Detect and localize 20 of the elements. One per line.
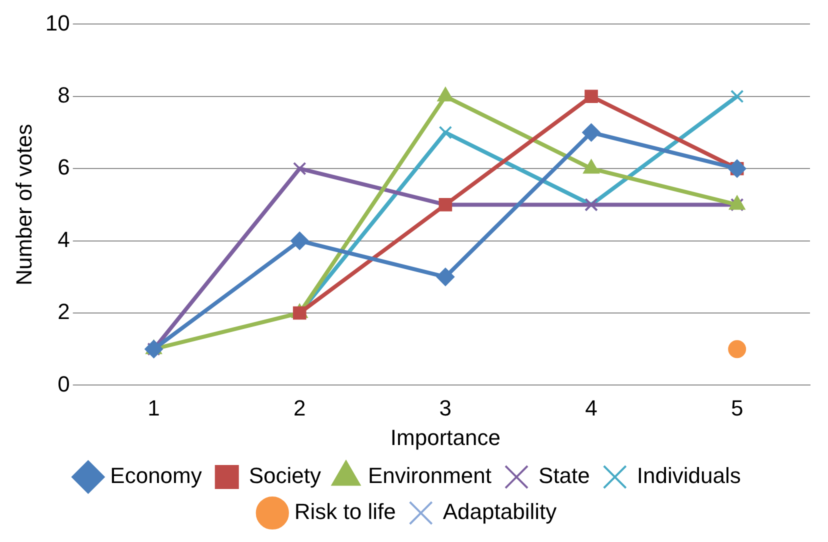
legend-label: Adaptability: [442, 499, 557, 524]
x-tick-label: 2: [293, 395, 306, 420]
y-tick-label: 8: [58, 82, 70, 108]
y-tick-label: 2: [58, 299, 70, 324]
legend-label: Individuals: [636, 463, 741, 488]
legend-label: Society: [248, 463, 322, 488]
legend-label: State: [538, 463, 590, 488]
y-tick-label: 6: [58, 154, 70, 180]
y-tick-label: 0: [58, 371, 70, 396]
legend-label: Environment: [368, 463, 492, 488]
y-tick-label: 10: [45, 10, 70, 36]
x-tick-label: 4: [585, 395, 598, 420]
legend-label: Risk to life: [294, 499, 396, 524]
y-axis-title: Number of votes: [11, 124, 36, 286]
x-tick-label: 3: [439, 395, 452, 420]
legend-label: Economy: [110, 463, 202, 488]
y-tick-label: 4: [58, 226, 70, 252]
x-tick-label: 5: [730, 395, 744, 420]
x-tick-label: 1: [148, 395, 160, 420]
x-axis-title: Importance: [390, 424, 500, 450]
